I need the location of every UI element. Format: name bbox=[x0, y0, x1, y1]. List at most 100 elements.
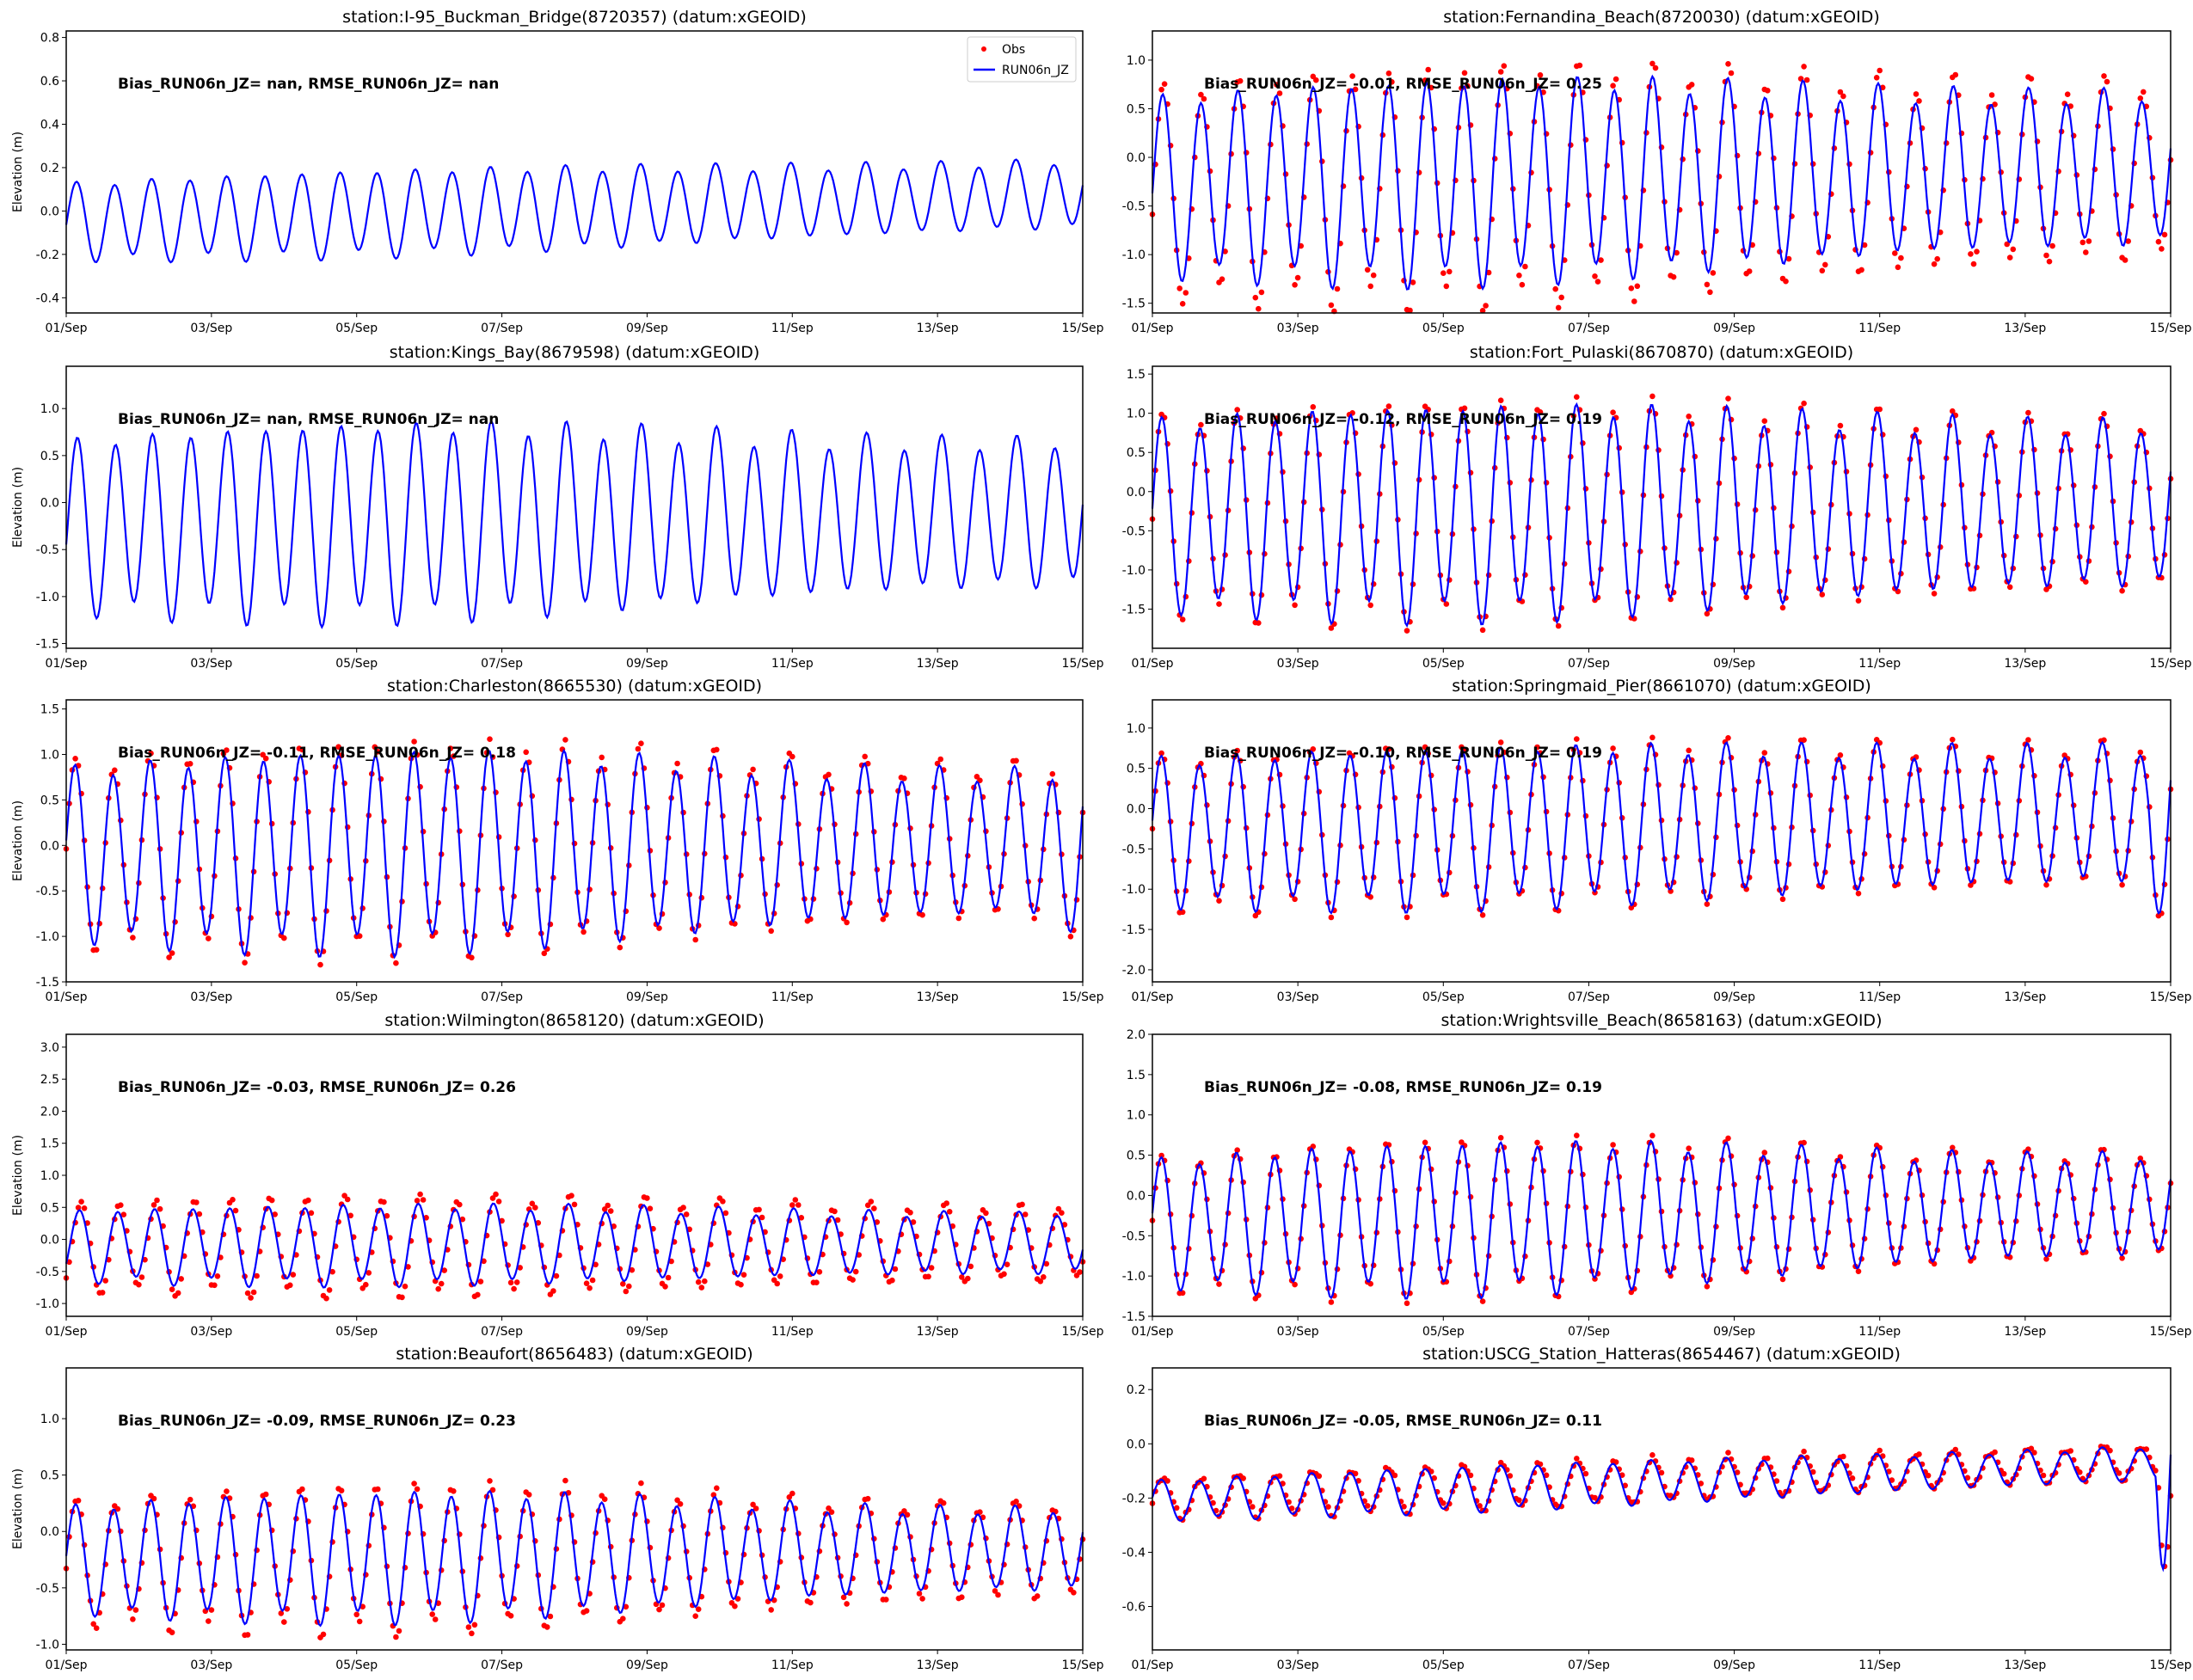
obs-point bbox=[1404, 1300, 1410, 1307]
x-tick-label: 13/Sep bbox=[917, 322, 959, 335]
obs-point bbox=[2104, 78, 2110, 85]
obs-point bbox=[1158, 86, 1164, 93]
x-tick-label: 11/Sep bbox=[1858, 1659, 1901, 1672]
subplot-title: station:Fernandina_Beach(8720030) (datum… bbox=[1443, 8, 1880, 27]
axes-frame bbox=[1152, 30, 2172, 314]
x-tick-label: 01/Sep bbox=[46, 322, 88, 335]
obs-point bbox=[150, 1202, 157, 1208]
obs-point bbox=[254, 1272, 260, 1279]
x-tick-label: 15/Sep bbox=[1062, 990, 1104, 1004]
obs-point bbox=[411, 739, 417, 745]
obs-point bbox=[465, 1624, 472, 1630]
obs-point bbox=[1574, 1456, 1580, 1462]
obs-point bbox=[714, 1485, 720, 1492]
obs-point bbox=[2125, 238, 2131, 244]
obs-point bbox=[1725, 735, 1731, 741]
obs-point bbox=[940, 1499, 947, 1506]
subplot-2: station:Fernandina_Beach(8720030) (datum… bbox=[1122, 8, 2192, 335]
obs-point bbox=[698, 1285, 705, 1291]
obs-point bbox=[399, 1294, 405, 1301]
obs-point bbox=[1370, 272, 1377, 279]
obs-point bbox=[587, 1285, 593, 1291]
obs-point bbox=[1467, 1472, 1474, 1479]
subplot-title: station:Fort_Pulaski(8670870) (datum:xGE… bbox=[1470, 343, 1853, 362]
obs-point bbox=[242, 960, 248, 966]
obs-point bbox=[208, 1607, 215, 1613]
obs-point bbox=[919, 1596, 925, 1602]
y-tick-label: 2.0 bbox=[40, 1105, 59, 1119]
obs-point bbox=[1992, 1449, 1998, 1456]
y-tick-label: -1.5 bbox=[1122, 1310, 1146, 1324]
obs-point bbox=[230, 1197, 236, 1203]
obs-point bbox=[384, 1212, 390, 1219]
obs-point bbox=[495, 1199, 502, 1205]
obs-point bbox=[2025, 737, 2031, 743]
obs-point bbox=[1237, 77, 1244, 84]
obs-point bbox=[826, 771, 832, 778]
obs-point bbox=[2116, 1470, 2122, 1476]
obs-point bbox=[287, 1282, 293, 1289]
y-tick-label: 0.0 bbox=[1127, 486, 1146, 500]
x-tick-label: 01/Sep bbox=[1132, 322, 1174, 335]
obs-point bbox=[1840, 93, 1846, 100]
y-tick-label: -0.5 bbox=[36, 543, 59, 557]
obs-point bbox=[477, 1278, 484, 1285]
obs-point bbox=[417, 1191, 423, 1198]
x-tick-label: 15/Sep bbox=[2150, 657, 2192, 671]
obs-point bbox=[601, 1496, 608, 1502]
obs-point bbox=[405, 1264, 411, 1270]
y-tick-label: -0.5 bbox=[36, 885, 59, 898]
obs-point bbox=[1649, 1452, 1656, 1458]
obs-point bbox=[1574, 736, 1580, 742]
obs-point bbox=[656, 925, 662, 931]
obs-point bbox=[1497, 69, 1504, 75]
obs-point bbox=[919, 911, 925, 918]
stats-annotation: Bias_RUN06n_JZ= -0.01, RMSE_RUN06n_JZ= 0… bbox=[1204, 76, 1602, 93]
stats-annotation: Bias_RUN06n_JZ= -0.10, RMSE_RUN06n_JZ= 0… bbox=[1204, 745, 1602, 762]
obs-point bbox=[511, 1285, 517, 1292]
y-tick-label: -1.0 bbox=[1122, 883, 1146, 897]
obs-point bbox=[1952, 1446, 1959, 1453]
obs-point bbox=[955, 915, 962, 922]
obs-point bbox=[1594, 279, 1601, 285]
obs-point bbox=[1634, 283, 1641, 290]
obs-point bbox=[1258, 289, 1265, 296]
obs-point bbox=[1725, 1135, 1731, 1142]
model-series-line bbox=[64, 419, 1084, 629]
obs-point bbox=[523, 749, 529, 756]
model-series-line bbox=[64, 1489, 1084, 1628]
x-tick-label: 07/Sep bbox=[481, 1325, 523, 1339]
y-tick-label: 1.0 bbox=[1127, 408, 1146, 421]
x-tick-label: 11/Sep bbox=[771, 657, 814, 671]
obs-point bbox=[2083, 579, 2089, 585]
obs-point bbox=[1555, 622, 1562, 629]
obs-point bbox=[1988, 92, 1995, 98]
x-tick-label: 15/Sep bbox=[2150, 1325, 2192, 1339]
obs-point bbox=[187, 1496, 194, 1503]
x-tick-label: 09/Sep bbox=[1713, 322, 1755, 335]
obs-point bbox=[901, 776, 907, 782]
obs-point bbox=[798, 1215, 805, 1221]
obs-point bbox=[212, 1282, 218, 1289]
x-tick-label: 01/Sep bbox=[1132, 1325, 1174, 1339]
obs-point bbox=[789, 1490, 796, 1497]
obs-point bbox=[1479, 308, 1486, 314]
obs-point bbox=[1855, 890, 1862, 897]
obs-point bbox=[1216, 601, 1222, 607]
subplot-7: station:Wilmington(8658120) (datum:xGEOI… bbox=[11, 1011, 1104, 1339]
obs-point bbox=[1610, 83, 1616, 89]
y-tick-label: -0.2 bbox=[1122, 1492, 1146, 1505]
obs-point bbox=[120, 1211, 127, 1217]
y-tick-label: -1.5 bbox=[1122, 603, 1146, 616]
obs-point bbox=[635, 745, 642, 752]
obs-point bbox=[1497, 397, 1504, 404]
obs-point bbox=[489, 1195, 496, 1201]
obs-point bbox=[1201, 1475, 1207, 1482]
obs-point bbox=[154, 1197, 160, 1204]
obs-point bbox=[1292, 282, 1298, 288]
obs-point bbox=[1059, 1210, 1065, 1216]
obs-point bbox=[599, 754, 605, 761]
subplot-title: station:USCG_Station_Hatteras(8654467) (… bbox=[1422, 1345, 1901, 1364]
obs-point bbox=[834, 1217, 841, 1223]
